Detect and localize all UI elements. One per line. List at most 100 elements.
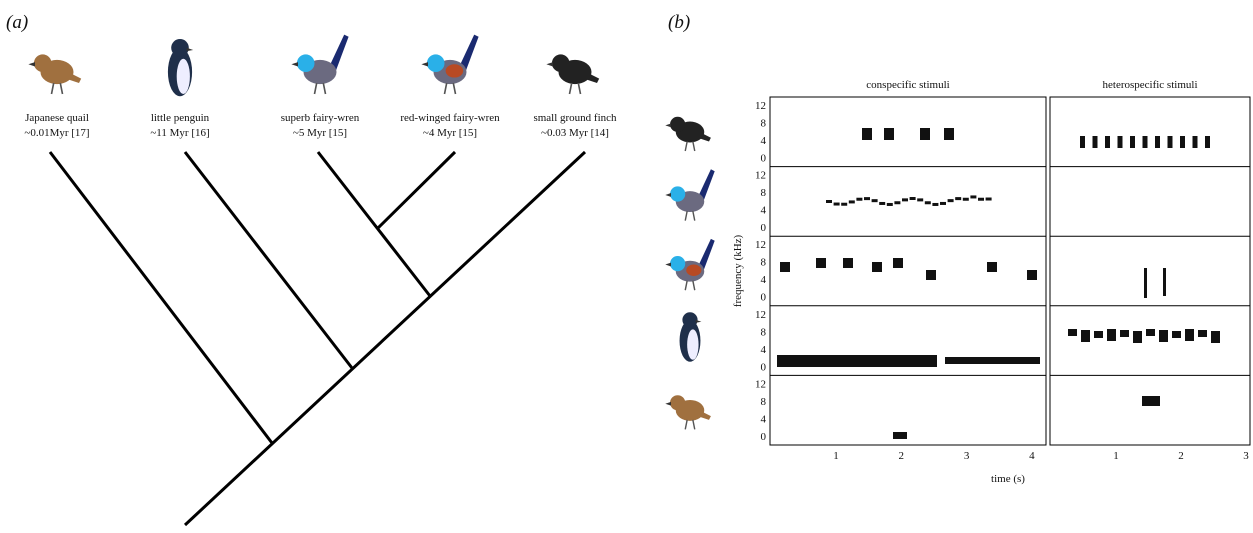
legs [445, 83, 456, 94]
head [670, 117, 685, 132]
spectrogram-syllable [1172, 331, 1181, 338]
spectrogram-syllable [1143, 136, 1148, 148]
spectrogram-syllable [864, 197, 870, 200]
spectrogram-syllable [986, 198, 992, 201]
spectrogram-syllable [1094, 331, 1103, 338]
panel-label: (b) [668, 12, 690, 33]
spectrogram-syllable [894, 201, 900, 204]
spectrogram-syllable [777, 355, 937, 367]
spectrogram-syllable [1120, 330, 1129, 337]
y-tick-label: 4 [761, 413, 767, 425]
legs [315, 83, 326, 94]
legs [685, 281, 695, 291]
spectrogram-syllable [780, 262, 790, 272]
y-tick-label: 0 [761, 222, 767, 234]
legs [685, 142, 695, 152]
head [297, 54, 315, 72]
bird-illustration [665, 239, 714, 290]
spectrogram-syllable [1081, 330, 1090, 342]
x-tick-label: 1 [1113, 450, 1119, 462]
spectrogram-syllable [932, 203, 938, 206]
plot-frames [770, 97, 1250, 445]
spectrogram-syllable [834, 203, 840, 206]
y-tick-label: 8 [761, 118, 767, 130]
bird-illustration [28, 54, 81, 94]
spectrogram-syllable [879, 202, 885, 205]
head [670, 395, 685, 410]
x-tick-label: 3 [964, 450, 970, 462]
head [427, 54, 445, 72]
spectrogram-syllable [955, 197, 961, 200]
y-tick-label: 12 [755, 239, 766, 251]
y-tick-label: 4 [761, 205, 767, 217]
column-title: heterospecific stimuli [1103, 79, 1198, 91]
spectrogram-syllable [1211, 331, 1220, 343]
species-name: small ground finch [533, 112, 617, 124]
column-title: conspecific stimuli [866, 79, 949, 91]
spectrogram-syllable [987, 262, 997, 272]
x-tick-label: 1 [833, 450, 839, 462]
belly [177, 59, 190, 94]
beak [665, 402, 671, 406]
y-tick-label: 8 [761, 257, 767, 269]
spectrogram-syllable [1118, 136, 1123, 148]
bird-illustration [665, 395, 711, 429]
spectrogram-syllable [893, 432, 907, 439]
spectrograms [777, 128, 1220, 439]
spectrogram-syllable [978, 198, 984, 201]
spectrogram-syllable [1107, 329, 1116, 341]
spectrogram-syllable [1144, 268, 1147, 298]
spectrogram-syllable [1105, 136, 1110, 148]
spectrogram-syllable [1163, 268, 1166, 296]
belly [687, 329, 698, 359]
y-tick-label: 0 [761, 292, 767, 304]
bird-illustration [665, 169, 714, 220]
y-tick-label: 4 [761, 344, 767, 356]
y-tick-label: 8 [761, 187, 767, 199]
spectrogram-syllable [1146, 329, 1155, 336]
spectrogram-syllable [1198, 330, 1207, 337]
spectrogram-syllable [940, 202, 946, 205]
y-tick-label: 12 [755, 170, 766, 182]
head [552, 54, 570, 72]
spectrogram-syllable [1205, 136, 1210, 148]
y-tick-label: 8 [761, 326, 767, 338]
wing [686, 265, 701, 276]
spectrogram-syllable [856, 198, 862, 201]
x-label: time (s) [991, 473, 1025, 485]
divergence-time: ~11 Myr [16] [150, 127, 209, 139]
spectrogram-syllable [862, 128, 872, 140]
spectrogram-syllable [963, 198, 969, 201]
y-label: frequency (kHz) [732, 234, 744, 307]
spectrogram-syllable [841, 203, 847, 206]
spectrogram-syllable [948, 199, 954, 202]
spectrogram-syllable [926, 270, 936, 280]
spectrogram-syllable [1159, 330, 1168, 342]
spectrogram-syllable [917, 198, 923, 201]
legs [570, 83, 581, 94]
spectrogram-syllable [1185, 329, 1194, 341]
spectrogram-syllable [1133, 331, 1142, 343]
y-tick-label: 12 [755, 309, 766, 321]
beak [696, 320, 702, 323]
bird-illustration [168, 39, 193, 96]
legs [685, 211, 695, 221]
head [670, 186, 685, 201]
beak [665, 193, 671, 197]
spectrogram-syllable [1130, 136, 1135, 148]
x-tick-label: 2 [1178, 450, 1184, 462]
head [670, 256, 685, 271]
spectrogram-syllable [1168, 136, 1173, 148]
spectrogram-syllable [872, 199, 878, 202]
spectrogram-syllable [970, 195, 976, 198]
spectrogram-syllable [816, 258, 826, 268]
spectrogram-syllable [910, 197, 916, 200]
legs [685, 420, 695, 430]
species-name: little penguin [151, 112, 210, 124]
spectrogram-syllable [1093, 136, 1098, 148]
beak [421, 62, 428, 66]
y-tick-label: 8 [761, 396, 767, 408]
y-tick-label: 0 [761, 431, 767, 443]
head [34, 54, 52, 72]
beak [28, 62, 35, 66]
